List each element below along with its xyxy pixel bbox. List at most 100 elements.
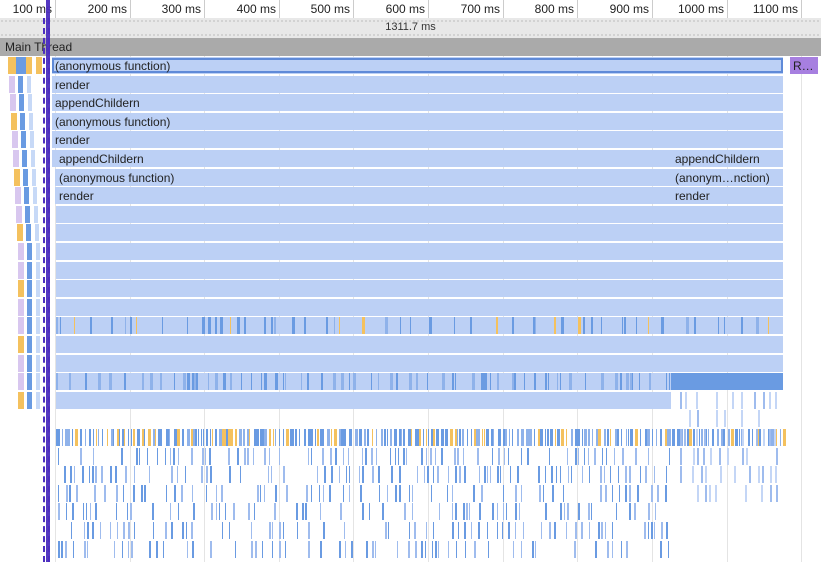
flame-call-bar[interactable] xyxy=(617,429,619,446)
flame-call-bar[interactable] xyxy=(72,503,74,520)
flame-call-bar[interactable] xyxy=(528,429,530,446)
flame-call-bar[interactable] xyxy=(271,466,272,483)
stack-sliver[interactable] xyxy=(24,187,29,204)
flame-call-bar[interactable] xyxy=(648,522,649,539)
flame-call-bar[interactable] xyxy=(448,541,449,558)
flame-call-bar[interactable] xyxy=(80,448,82,465)
flame-call-bar[interactable] xyxy=(626,429,627,446)
flame-call-bar[interactable] xyxy=(359,429,362,446)
flame-call-bar[interactable] xyxy=(601,317,602,334)
stack-sliver[interactable] xyxy=(11,113,17,130)
flame-call-bar[interactable] xyxy=(269,429,271,446)
flame-call-bar[interactable] xyxy=(206,485,207,502)
flame-call-bar[interactable] xyxy=(220,317,223,334)
flame-call-bar[interactable] xyxy=(635,429,638,446)
flame-call-bar[interactable] xyxy=(680,466,682,483)
flame-call-bar[interactable] xyxy=(441,448,443,465)
flame-call-bar[interactable] xyxy=(153,522,154,539)
flame-call-bar[interactable] xyxy=(622,448,624,465)
flame-call-bar[interactable] xyxy=(335,448,337,465)
flame-call-bar[interactable] xyxy=(671,373,783,390)
flame-call-bar[interactable] xyxy=(689,410,691,427)
flame-call-bar[interactable] xyxy=(724,317,725,334)
flame-call-bar[interactable] xyxy=(481,373,484,390)
flame-call-bar[interactable] xyxy=(165,522,167,539)
stack-sliver[interactable] xyxy=(13,150,19,167)
flame-call-bar[interactable] xyxy=(376,448,377,465)
flame-call-bar[interactable] xyxy=(149,541,151,558)
flame-call-bar[interactable] xyxy=(185,466,186,483)
flame-call-bar[interactable] xyxy=(229,466,231,483)
flame-call-bar[interactable] xyxy=(472,373,475,390)
flame-call-bar[interactable] xyxy=(654,466,655,483)
flame-call-bar[interactable] xyxy=(554,317,556,334)
flame-call-bar[interactable] xyxy=(629,485,631,502)
flame-call-bar[interactable] xyxy=(575,429,578,446)
flame-call-bar[interactable] xyxy=(87,522,89,539)
flame-call-bar[interactable] xyxy=(65,429,68,446)
flame-call-bar[interactable] xyxy=(264,448,266,465)
flame-call-bar[interactable] xyxy=(235,429,237,446)
flame-call-bar[interactable] xyxy=(545,503,547,520)
flame-call-bar[interactable] xyxy=(161,429,162,446)
stack-sliver[interactable] xyxy=(31,150,35,167)
stack-sliver[interactable] xyxy=(27,76,31,93)
flame-call-bar[interactable] xyxy=(322,448,324,465)
flame-call-bar[interactable] xyxy=(409,485,410,502)
flame-call-bar[interactable] xyxy=(414,522,416,539)
flame-call-bar[interactable] xyxy=(166,429,169,446)
flame-call-bar[interactable] xyxy=(142,429,144,446)
flame-call-bar[interactable] xyxy=(192,541,194,558)
flame-call-bar[interactable] xyxy=(408,541,410,558)
flame-call-bar[interactable] xyxy=(279,541,281,558)
flame-call-bar[interactable] xyxy=(58,541,60,558)
flame-call-bar[interactable] xyxy=(127,503,128,520)
flame-call-bar[interactable] xyxy=(275,373,278,390)
flame-call-bar[interactable] xyxy=(533,317,536,334)
flame-call-bar[interactable] xyxy=(523,522,524,539)
flame-call-bar[interactable] xyxy=(301,373,302,390)
flame-call-bar[interactable] xyxy=(588,503,590,520)
flame-call-bar[interactable] xyxy=(58,448,59,465)
flame-call-bar[interactable] xyxy=(742,429,744,446)
flame-call-bar[interactable] xyxy=(607,429,609,446)
flame-call-bar[interactable] xyxy=(606,448,607,465)
flame-call-bar[interactable] xyxy=(216,503,217,520)
flame-call-bar[interactable] xyxy=(187,373,190,390)
flame-call-bar[interactable] xyxy=(462,429,464,446)
flame-call-bar[interactable] xyxy=(455,373,456,390)
flame-call-bar[interactable] xyxy=(382,503,384,520)
flame-call-bar[interactable] xyxy=(471,522,472,539)
flame-call-bar[interactable] xyxy=(171,466,173,483)
flame-call-bar[interactable] xyxy=(260,485,261,502)
flame-call-bar[interactable] xyxy=(521,485,522,502)
stack-sliver[interactable] xyxy=(36,280,40,297)
flame-call-bar[interactable] xyxy=(728,429,730,446)
flame-call-bar[interactable] xyxy=(589,522,590,539)
flame-call-bar[interactable] xyxy=(71,522,72,539)
flame-call-bar[interactable] xyxy=(206,466,208,483)
flame-call-bar[interactable] xyxy=(203,429,204,446)
flame-call-bar[interactable] xyxy=(163,541,164,558)
flame-row-block[interactable] xyxy=(52,76,783,93)
flame-call-bar[interactable] xyxy=(732,392,734,409)
flame-call-bar[interactable] xyxy=(410,317,411,334)
stack-sliver[interactable] xyxy=(14,169,20,186)
flame-call-bar[interactable] xyxy=(600,429,601,446)
flame-call-bar[interactable] xyxy=(534,373,536,390)
flame-call-bar[interactable] xyxy=(215,317,217,334)
stack-sliver[interactable] xyxy=(19,94,24,111)
flame-call-bar[interactable] xyxy=(720,466,722,483)
flame-call-bar[interactable] xyxy=(578,317,581,334)
flame-call-bar[interactable] xyxy=(255,541,257,558)
flame-side-block[interactable] xyxy=(790,57,818,74)
flame-call-bar[interactable] xyxy=(589,466,590,483)
flame-call-bar[interactable] xyxy=(515,485,517,502)
flame-call-bar[interactable] xyxy=(286,429,289,446)
flame-call-bar[interactable] xyxy=(669,448,670,465)
flame-call-bar[interactable] xyxy=(262,541,263,558)
flame-call-bar[interactable] xyxy=(379,485,380,502)
stack-sliver[interactable] xyxy=(36,243,40,260)
flame-call-bar[interactable] xyxy=(669,429,671,446)
flame-call-bar[interactable] xyxy=(503,485,504,502)
